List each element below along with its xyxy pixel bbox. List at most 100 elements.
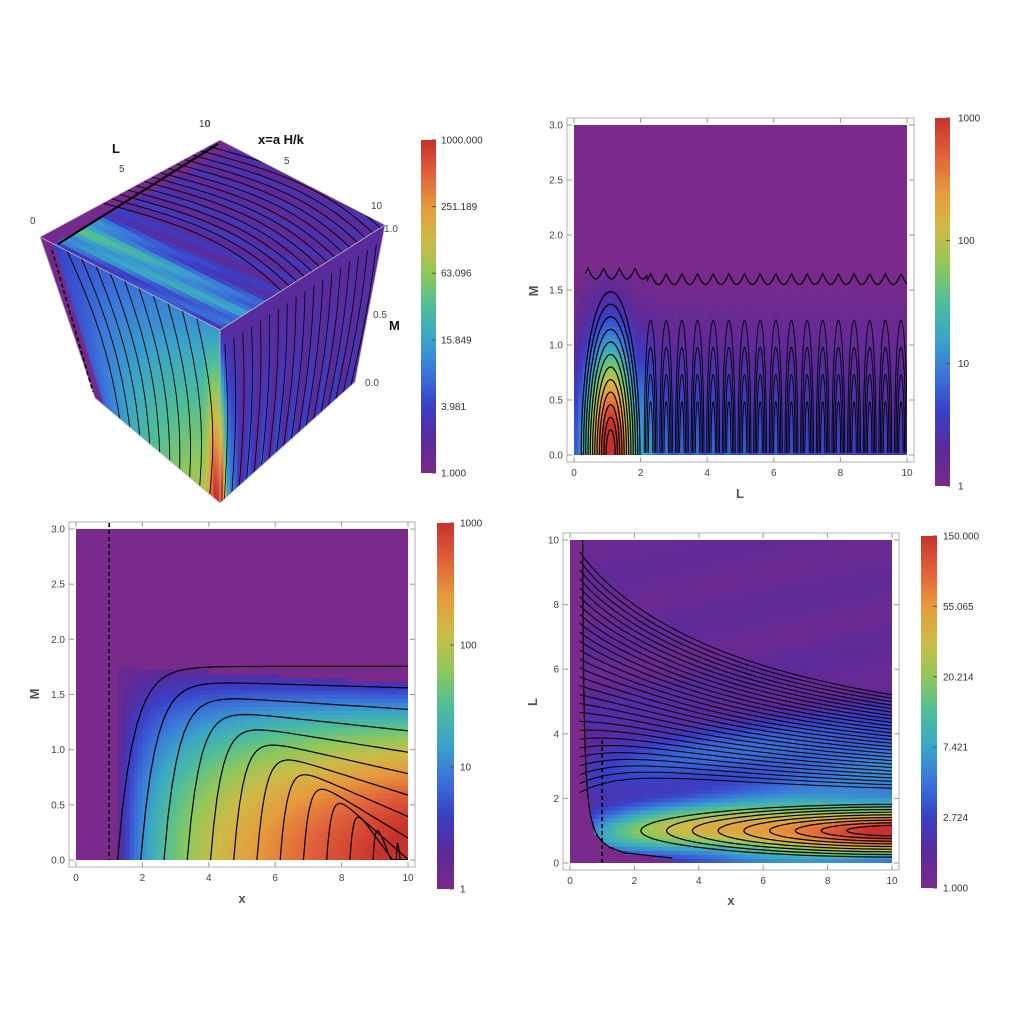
p1-left-cell: [215, 366, 220, 374]
p1-box-edge: [219, 381, 356, 504]
p1-left-cell: [216, 452, 220, 461]
plot-area-L-M: [574, 125, 907, 455]
p1-right-contour: [261, 314, 270, 466]
x-tick-10: 10: [371, 201, 383, 212]
p1-right-contour: [290, 291, 306, 440]
panel-3d-box: L 0 5 10 x=a H/k 0 5 10 M 1.0 0.5 0.0: [30, 119, 400, 504]
p1-left-cell: [216, 439, 220, 448]
p1-right-contour: [342, 250, 368, 393]
p1-left-cell: [216, 495, 220, 503]
p1-right-contour: [268, 308, 279, 460]
p1-left-cell: [215, 344, 220, 353]
p1-left-cell: [215, 413, 220, 422]
p1-left-cell: [215, 331, 220, 340]
L-tick-10: 10: [199, 119, 211, 130]
p1-top-contour: [143, 180, 327, 274]
p1-left-contour: [124, 280, 161, 453]
p1-left-cell: [216, 460, 220, 469]
p1-left-cell: [215, 409, 220, 417]
p1-left-cell: [215, 361, 220, 370]
p1-top-contour: [151, 176, 335, 269]
panel-L-M: 0 2 4 6 8 100.00.51.01.52.02.53.0 L M: [526, 117, 915, 501]
L-tick-5: 5: [119, 164, 125, 175]
p1-top-contour: [183, 158, 367, 252]
M-tick-05: 0.5: [373, 310, 387, 321]
p1-left-cell: [215, 357, 220, 366]
p1-box-edge: [94, 397, 221, 504]
p1-box-edge: [354, 224, 386, 383]
p1-left-cell: [216, 465, 220, 474]
p1-right-contour: [320, 267, 342, 413]
p1-right-contour: [238, 332, 245, 486]
p1-top-contour: [159, 172, 343, 265]
p1-box-edge: [39, 139, 221, 238]
p1-left-contour: [181, 310, 202, 487]
p1-left-contour: [152, 295, 181, 470]
p1-box-edge: [39, 236, 96, 399]
p1-top-contour: [102, 202, 286, 296]
x-tick-5: 5: [284, 156, 290, 167]
p1-right-contour: [231, 338, 237, 493]
p1-right-contour: [328, 261, 350, 406]
p1-left-cell: [215, 340, 220, 348]
M-axis-label: M: [389, 318, 400, 333]
p1-left-cell: [216, 426, 220, 435]
M-tick-1: 1.0: [384, 224, 398, 235]
p1-right-contour: [276, 303, 288, 453]
p1-top-contour: [110, 198, 294, 291]
x-tick-0: 0: [205, 119, 211, 130]
p1-left-cell: [216, 443, 220, 452]
L-axis-label: L: [112, 141, 120, 156]
p1-left-contour: [80, 258, 131, 428]
M-tick-0: 0.0: [365, 378, 379, 389]
p1-right-contour: [298, 285, 315, 433]
p1-left-cell: [216, 491, 220, 500]
p1-box-edge: [39, 236, 221, 331]
p1-box-edge: [219, 139, 386, 226]
p1-left-cell: [216, 448, 220, 456]
p1-left-cell: [216, 486, 220, 495]
p1-left-cell: [215, 379, 220, 387]
p1-right-contour: [335, 256, 359, 400]
p1-left-contour: [138, 287, 171, 461]
p1-left-cell: [215, 404, 220, 413]
p1-right-contour: [305, 279, 324, 426]
p1-left-cell: [215, 400, 220, 409]
p1-left-cell: [216, 482, 220, 491]
p1-left-cell: [215, 417, 220, 426]
p1-dashed-line-left: [51, 249, 94, 393]
p1-left-cell: [216, 422, 220, 430]
p1-top-contour: [191, 154, 375, 248]
p1-left-contour: [66, 250, 121, 419]
L-tick-0: 0: [30, 216, 36, 227]
p1-right-contour: [283, 297, 297, 446]
p1-top-contour: [119, 193, 303, 287]
p1-top-contour: [135, 185, 319, 278]
p1-right-contour: [350, 244, 377, 386]
p1-left-cell: [216, 473, 220, 482]
p1-right-contour: [224, 344, 228, 500]
p1-left-cell: [215, 348, 220, 357]
p1-left-cell: [216, 430, 220, 439]
p1-left-cell: [216, 478, 220, 487]
p1-left-cell: [215, 396, 220, 404]
p1-left-cell: [215, 391, 220, 400]
p1-black-line-top: [57, 143, 219, 245]
p1-right-contour: [246, 326, 253, 480]
p1-left-contour: [109, 273, 151, 445]
box-edges: [39, 139, 386, 504]
p1-left-cell: [215, 383, 220, 392]
p1-left-cell: [215, 335, 220, 344]
p1-left-cell: [215, 353, 220, 361]
p1-top-contour: [175, 163, 359, 256]
p1-left-cell: [216, 435, 220, 443]
p1-top-cell: [381, 235, 385, 241]
box-axis-ticks: L 0 5 10 x=a H/k 0 5 10 M 1.0 0.5 0.0: [30, 119, 400, 389]
p1-left-contour: [167, 302, 191, 478]
p1-left-cell: [215, 387, 220, 396]
p1-left-cell: [216, 456, 220, 465]
p1-right-contour: [313, 273, 333, 420]
p1-right-contour: [253, 320, 262, 473]
p1-left-contour: [95, 265, 141, 436]
